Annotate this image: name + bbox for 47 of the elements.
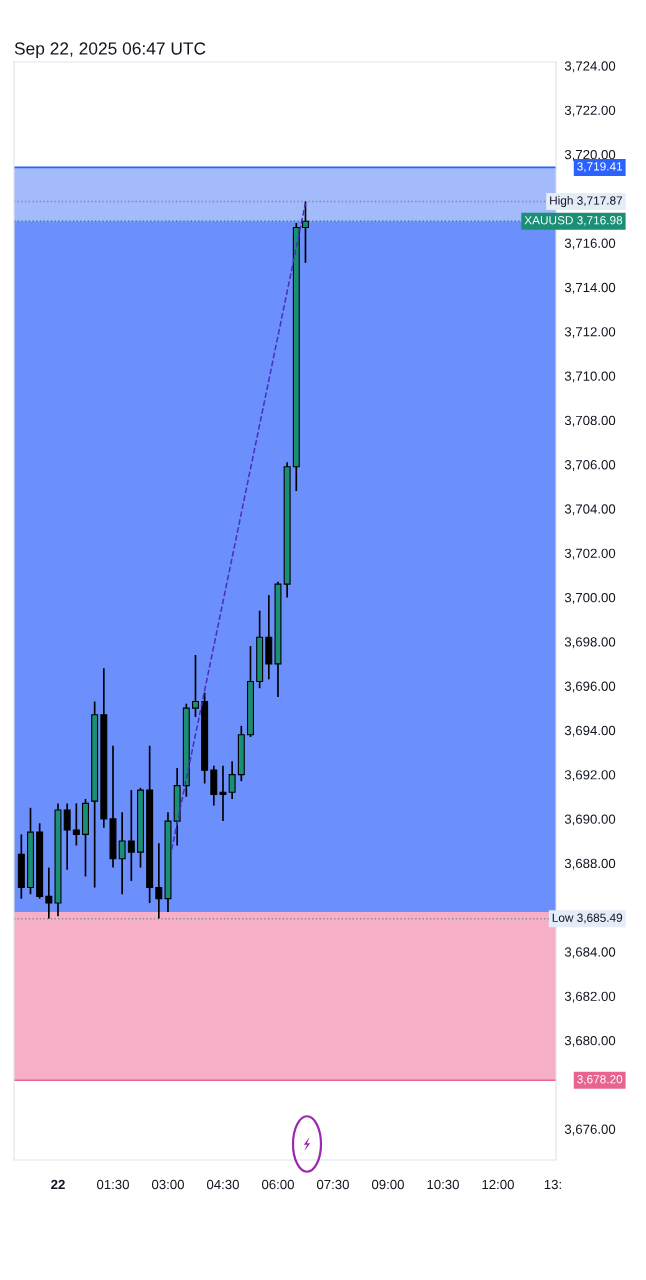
candlestick (118, 811, 126, 896)
x-tick-label: 22 (51, 1179, 65, 1190)
y-tick-label: 3,716.00 (564, 238, 616, 250)
x-tick-label: 12:00 (482, 1179, 514, 1190)
candlestick (228, 760, 236, 800)
y-tick-label: 3,706.00 (564, 460, 616, 471)
x-tick-label: 10:30 (427, 1179, 459, 1190)
candlestick (72, 802, 80, 847)
y-tick-label: 3,704.00 (564, 504, 616, 516)
candlestick (155, 842, 163, 920)
candlestick (219, 764, 227, 822)
y-tick-label: 3,676.00 (564, 1124, 616, 1136)
y-tick-label: 3,694.00 (564, 725, 616, 737)
x-tick-label: 06:00 (261, 1179, 294, 1190)
y-tick-label: 3,722.00 (564, 105, 616, 117)
y-tick-label: 3,688.00 (564, 858, 616, 870)
y-tick-label: 3,696.00 (564, 681, 616, 693)
y-tick-label: 3,720.00 (564, 149, 616, 161)
ref-line-label: XAUUSD 3,716.98 (524, 216, 623, 226)
y-tick-label: 3,700.00 (564, 592, 616, 604)
y-tick-label: 3,684.00 (564, 947, 616, 959)
x-tick-label: 13: (544, 1179, 561, 1190)
y-tick-label: 3,680.00 (564, 1035, 616, 1047)
y-tick-label: 3,692.00 (564, 770, 616, 782)
y-tick-label: 3,712.00 (564, 327, 616, 339)
candlestick (63, 802, 71, 871)
x-tick-label: 04:30 (206, 1179, 239, 1190)
y-tick-label: 3,724.00 (564, 61, 616, 73)
y-tick-label: 3,714.00 (564, 282, 616, 294)
x-tick-label: 03:00 (151, 1179, 184, 1190)
y-tick-label: 3,708.00 (564, 415, 616, 427)
ref-line-label: Low 3,685.49 (552, 913, 623, 924)
candlestick (127, 789, 135, 882)
ref-line-label: 3,719.41 (577, 162, 623, 172)
chart-title: Sep 22, 2025 06:47 UTC (14, 42, 206, 59)
y-tick-label: 3,698.00 (564, 637, 616, 649)
ref-line-label: High 3,717.87 (550, 196, 623, 208)
y-tick-label: 3,702.00 (564, 548, 616, 560)
y-tick-label: 3,690.00 (564, 814, 616, 826)
candlestick (191, 654, 199, 718)
candlestick (45, 866, 53, 920)
x-tick-label: 01:30 (97, 1179, 129, 1190)
x-tick-label: 09:00 (371, 1179, 404, 1190)
y-tick-label: 3,682.00 (564, 991, 616, 1003)
y-tick-label: 3,710.00 (564, 371, 616, 383)
ref-line-label: 3,678.20 (577, 1075, 623, 1085)
x-tick-label: 07:30 (316, 1179, 349, 1190)
